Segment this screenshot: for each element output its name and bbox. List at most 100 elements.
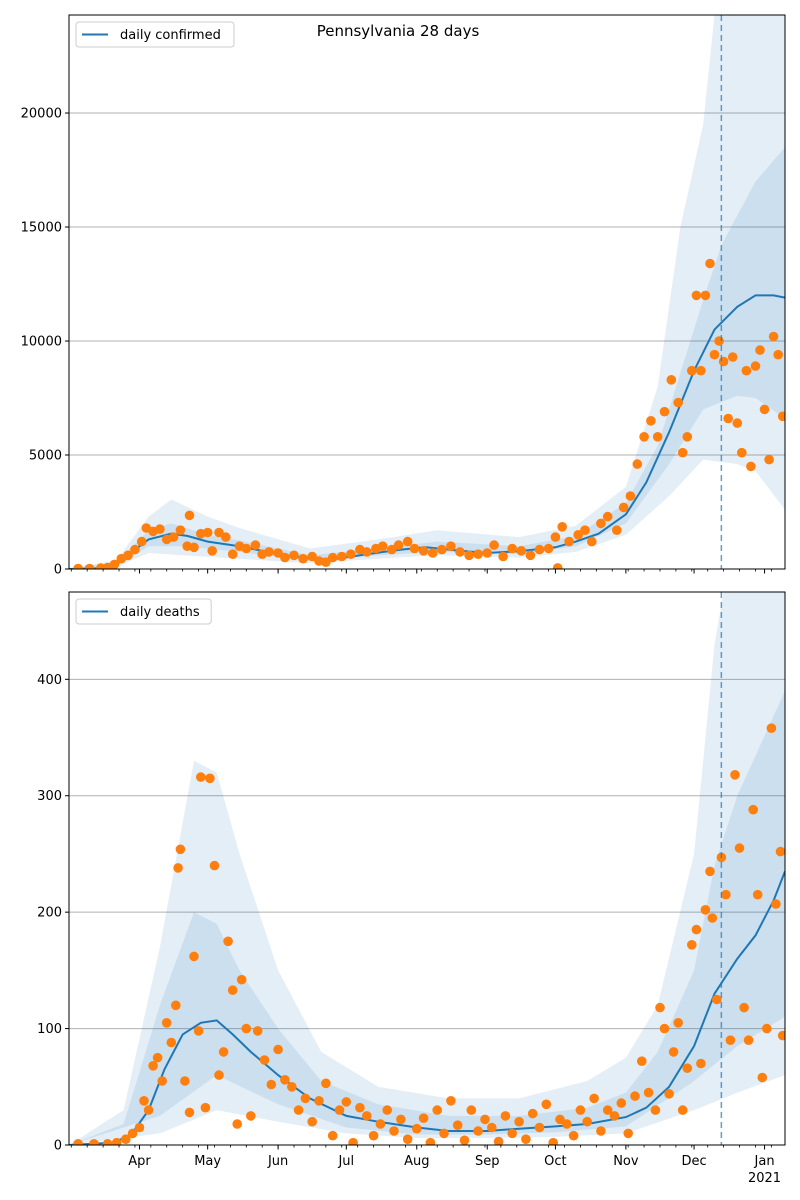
confirmed-plot-area (69, 15, 785, 569)
confirmed-observed-point (498, 551, 508, 562)
deaths-plot-area (69, 592, 785, 1145)
deaths-observed-point (334, 1105, 345, 1115)
confirmed-observed-point (773, 349, 783, 360)
deaths-observed-point (682, 1063, 693, 1073)
deaths-observed-point (589, 1093, 599, 1104)
deaths-observed-point (425, 1137, 436, 1145)
deaths-axes-frame (68, 591, 786, 1146)
confirmed-observed-point (682, 432, 693, 442)
deaths-observed-point (668, 1047, 679, 1057)
deaths-xtick-label: Oct (544, 1154, 566, 1169)
confirmed-observed-point (337, 551, 347, 562)
confirmed-ytick-label: 5000 (29, 449, 62, 464)
deaths-observed-point (161, 1018, 172, 1028)
confirmed-observed-point (525, 550, 536, 561)
deaths-observed-point (616, 1098, 627, 1108)
deaths-observed-point (134, 1122, 145, 1133)
confirmed-observed-point (464, 550, 474, 561)
confirmed-observed-point (489, 540, 499, 550)
confirmed-observed-point (289, 550, 299, 561)
confirmed-observed-point (418, 546, 429, 556)
deaths-observed-point (534, 1122, 545, 1133)
confirmed-observed-point (377, 541, 388, 551)
deaths-observed-point (707, 913, 718, 923)
confirmed-observed-point (473, 549, 483, 559)
deaths-ytick-label: 400 (37, 673, 62, 688)
deaths-observed-point (664, 1089, 674, 1099)
confirmed-observed-point (123, 550, 133, 561)
deaths-observed-point (734, 843, 745, 853)
confirmed-observed-point (307, 551, 318, 562)
deaths-observed-point (89, 1139, 99, 1145)
deaths-observed-point (348, 1137, 358, 1145)
confirmed-axes-frame (68, 14, 786, 570)
confirmed-observed-point (737, 447, 747, 458)
deaths-observed-point (287, 1082, 297, 1092)
confirmed-observed-point (696, 365, 706, 376)
confirmed-observed-point (227, 549, 238, 559)
confirmed-observed-point (427, 548, 438, 558)
confirmed-observed-point (346, 549, 356, 559)
confirmed-observed-point (612, 525, 622, 535)
deaths-observed-point (439, 1128, 449, 1139)
deaths-observed-point (293, 1105, 304, 1115)
confirmed-observed-point (777, 411, 785, 422)
deaths-observed-point (743, 1035, 754, 1045)
confirmed-observed-point (409, 543, 420, 554)
deaths-observed-point (205, 773, 215, 784)
deaths-observed-point (252, 1026, 263, 1036)
confirmed-legend: daily confirmed (75, 21, 235, 48)
confirmed-observed-point (73, 563, 83, 569)
confirmed-observed-point (687, 365, 697, 376)
deaths-observed-point (148, 1061, 158, 1071)
deaths-xtick-label: Sep (475, 1154, 500, 1169)
deaths-band-outer (69, 592, 785, 1145)
deaths-observed-point (193, 1026, 204, 1036)
confirmed-observed-point (573, 530, 583, 540)
confirmed-observed-point (723, 413, 733, 424)
deaths-observed-point (214, 1070, 224, 1080)
deaths-observed-point (650, 1105, 661, 1115)
deaths-observed-point (725, 1035, 736, 1045)
deaths-observed-point (236, 974, 247, 985)
deaths-observed-point (507, 1128, 517, 1139)
deaths-observed-point (327, 1130, 338, 1141)
deaths-observed-point (300, 1093, 311, 1104)
deaths-observed-point (691, 924, 702, 935)
confirmed-observed-point (109, 559, 120, 569)
deaths-observed-point (739, 1002, 749, 1013)
deaths-observed-point (127, 1128, 138, 1139)
deaths-observed-point (637, 1056, 647, 1066)
deaths-observed-point (777, 1030, 785, 1041)
deaths-observed-point (771, 899, 781, 909)
deaths-observed-point (175, 844, 186, 855)
confirmed-observed-point (550, 532, 561, 542)
confirmed-observed-point (273, 548, 283, 558)
confirmed-observed-point (402, 536, 413, 547)
confirmed-observed-point (241, 543, 252, 554)
deaths-observed-point (602, 1105, 613, 1115)
confirmed-observed-point (175, 525, 186, 535)
deaths-observed-point (752, 889, 763, 900)
confirmed-observed-point (709, 349, 720, 360)
deaths-observed-point (655, 1002, 665, 1013)
confirmed-observed-point (625, 491, 636, 501)
deaths-observed-point (493, 1136, 504, 1145)
confirmed-observed-point (207, 546, 217, 556)
deaths-observed-point (521, 1134, 531, 1144)
deaths-legend-label: daily deaths (120, 605, 200, 620)
deaths-observed-point (266, 1079, 277, 1090)
confirmed-observed-point (387, 544, 397, 555)
confirmed-observed-point (732, 418, 743, 428)
confirmed-observed-point (543, 543, 554, 554)
confirmed-observed-point (659, 406, 670, 417)
deaths-observed-point (596, 1126, 606, 1136)
figure-title: Pennsylvania 28 days (317, 22, 480, 40)
deaths-observed-point (102, 1139, 113, 1145)
confirmed-observed-point (202, 527, 213, 538)
deaths-observed-point (73, 1139, 83, 1145)
confirmed-observed-point (666, 375, 677, 385)
confirmed-ytick-label: 0 (54, 563, 62, 578)
confirmed-observed-point (557, 522, 567, 532)
